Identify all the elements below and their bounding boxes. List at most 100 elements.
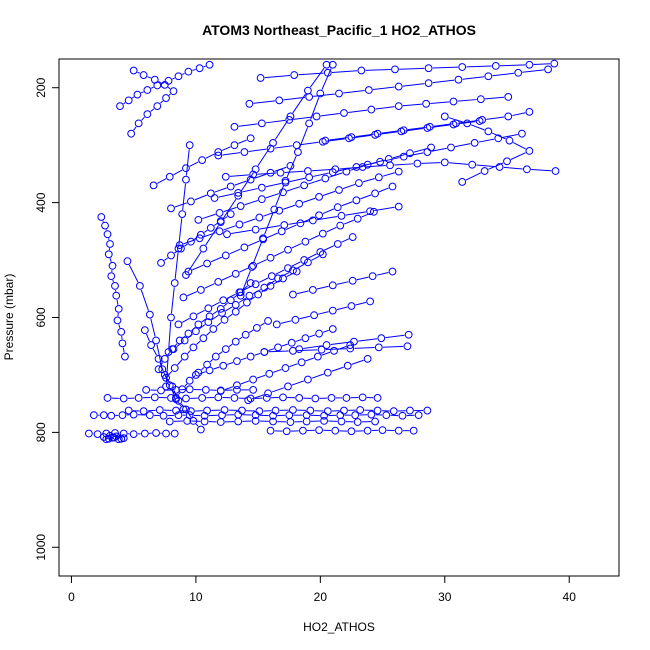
- data-point: [281, 364, 290, 372]
- data-point: [157, 259, 165, 267]
- series-segment: [242, 285, 253, 291]
- series-segment: [510, 152, 526, 160]
- x-tick-label: 10: [189, 590, 203, 604]
- series-segment: [195, 423, 199, 427]
- data-series: [256, 59, 559, 82]
- series-segment: [141, 91, 144, 94]
- data-point: [301, 334, 310, 343]
- data-point: [505, 136, 514, 145]
- series-segment: [238, 123, 258, 127]
- series-segment: [325, 348, 347, 351]
- data-point: [318, 229, 327, 238]
- data-point: [340, 109, 348, 117]
- data-series: [260, 342, 412, 356]
- data-point: [301, 237, 310, 246]
- data-point: [211, 352, 220, 361]
- data-point: [152, 336, 160, 345]
- data-point: [352, 196, 361, 205]
- series-segment: [421, 162, 441, 164]
- data-point: [315, 211, 323, 220]
- series-segment: [243, 218, 256, 224]
- data-point: [300, 181, 309, 190]
- data-point: [266, 168, 275, 177]
- series-segment: [266, 232, 279, 239]
- series-segment: [164, 257, 168, 261]
- data-point: [382, 411, 391, 420]
- x-tick-label: 30: [438, 590, 452, 604]
- series-segment: [275, 269, 285, 275]
- data-series: [272, 297, 375, 329]
- data-point: [358, 163, 367, 171]
- data-point: [269, 417, 277, 426]
- data-point: [231, 300, 240, 309]
- series-segment: [365, 68, 391, 71]
- series-segment: [209, 359, 214, 363]
- data-point: [409, 426, 418, 435]
- series-segment: [309, 234, 320, 241]
- data-point: [503, 157, 511, 166]
- data-point: [201, 385, 210, 394]
- data-point: [150, 393, 159, 402]
- series-segment: [112, 279, 114, 283]
- data-point: [119, 429, 128, 438]
- data-point: [371, 130, 379, 139]
- series-layer: [84, 59, 560, 444]
- data-point: [343, 361, 352, 370]
- data-point: [117, 434, 126, 443]
- series-segment: [131, 96, 135, 99]
- series-segment: [491, 132, 506, 140]
- data-point: [322, 341, 331, 349]
- data-point: [167, 313, 175, 322]
- data-point: [219, 296, 228, 305]
- data-point: [267, 272, 276, 281]
- series-segment: [298, 127, 309, 149]
- series-segment: [318, 311, 329, 315]
- series-segment: [360, 194, 372, 200]
- series-segment: [374, 206, 395, 212]
- series-segment: [462, 76, 485, 80]
- series-segment: [329, 137, 348, 141]
- data-point: [184, 67, 193, 76]
- series-segment: [116, 299, 119, 305]
- data-point: [377, 334, 386, 343]
- series-segment: [321, 351, 331, 356]
- data-point: [234, 188, 243, 197]
- data-series: [127, 66, 178, 138]
- data-point: [363, 354, 372, 363]
- series-segment: [375, 106, 395, 110]
- data-point: [308, 286, 317, 294]
- data-point: [230, 141, 239, 150]
- data-point: [249, 375, 258, 384]
- data-point: [187, 407, 195, 416]
- series-segment: [213, 366, 220, 370]
- data-point: [162, 94, 170, 102]
- series-segment: [152, 348, 157, 356]
- data-series: [210, 129, 526, 202]
- data-point: [182, 394, 190, 403]
- data-point: [366, 207, 375, 216]
- series-segment: [212, 310, 218, 315]
- data-point: [352, 163, 361, 171]
- series-segment: [163, 372, 169, 382]
- data-series: [236, 60, 337, 300]
- data-point: [113, 316, 122, 325]
- data-point: [366, 297, 375, 306]
- data-point: [281, 176, 290, 185]
- series-segment: [486, 116, 505, 120]
- data-point: [204, 304, 213, 313]
- series-segment: [231, 229, 252, 235]
- series-segment: [470, 124, 485, 131]
- series-segment: [313, 93, 335, 97]
- data-point: [119, 394, 128, 403]
- series-segment: [205, 153, 215, 159]
- data-point: [371, 417, 379, 426]
- data-point: [378, 426, 387, 434]
- series-segment: [168, 370, 173, 376]
- data-point: [394, 426, 403, 435]
- series-segment: [221, 275, 233, 281]
- data-point: [272, 320, 281, 329]
- series-segment: [503, 166, 523, 170]
- series-segment: [492, 72, 515, 77]
- data-point: [123, 257, 132, 266]
- data-point: [194, 215, 203, 224]
